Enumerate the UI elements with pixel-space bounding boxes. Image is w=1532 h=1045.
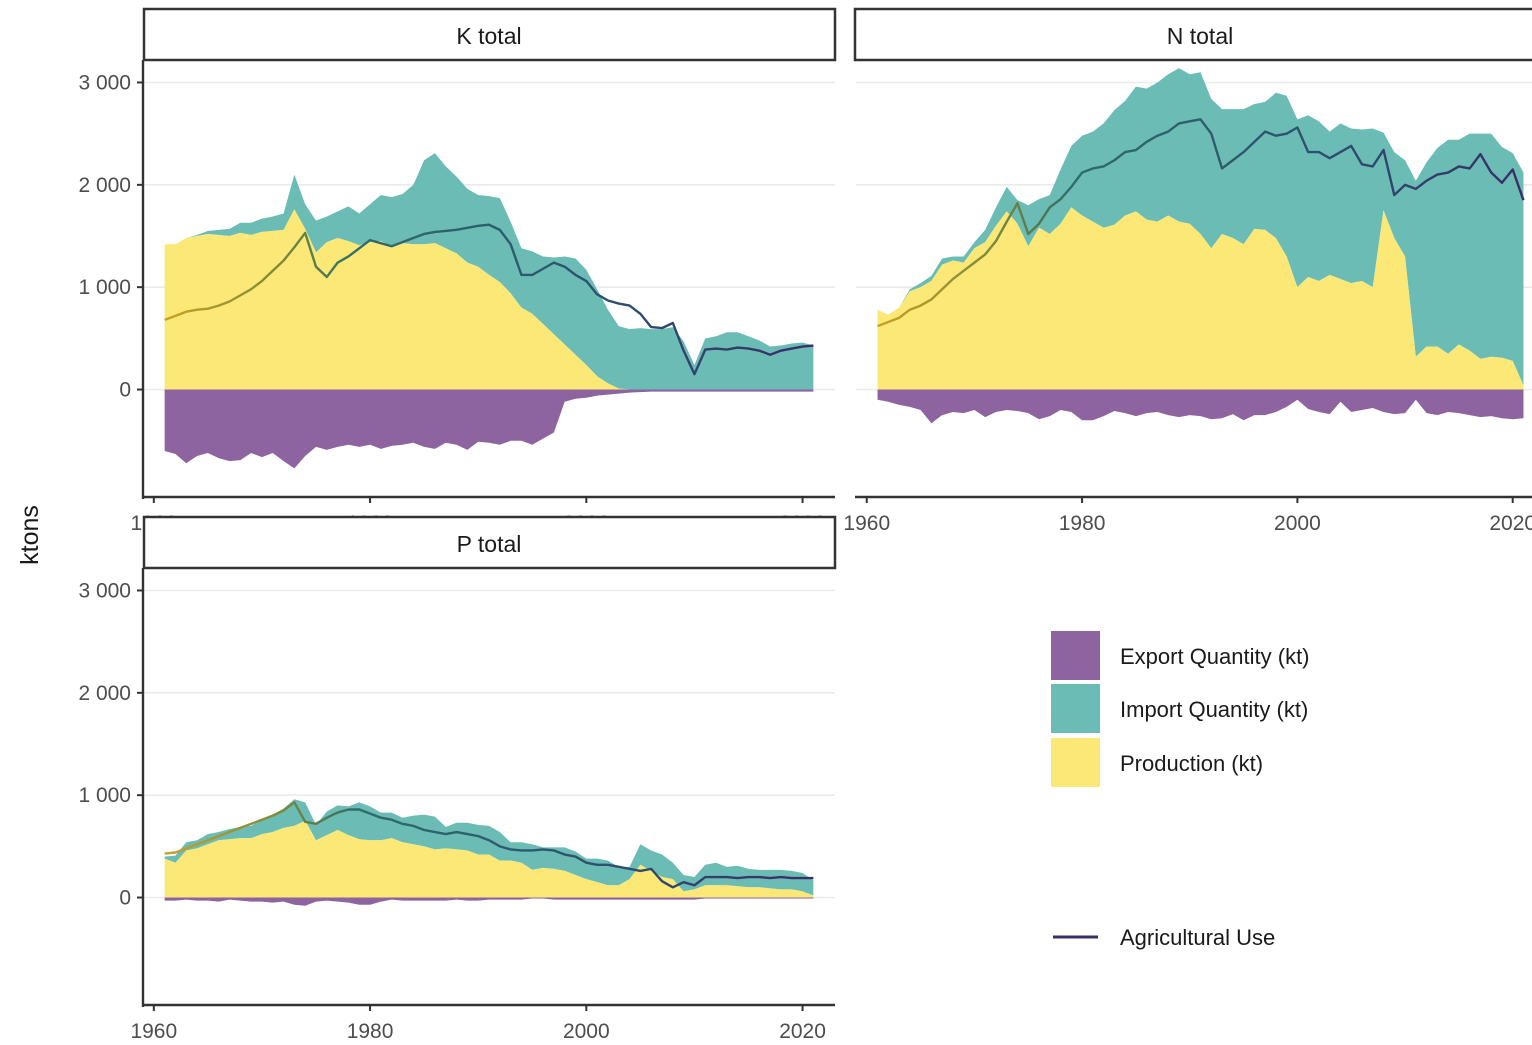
strip-label-k-total: K total [456,23,521,49]
strip-p-total: P total [142,515,837,570]
area-exports-p-total [164,897,814,906]
area-imports-k-total [164,153,814,390]
area-imports-n-total [877,68,1524,386]
legend-swatch-production [1051,738,1100,787]
y-tick-label-p-total: 0 [119,887,131,910]
strip-n-total: N total [853,7,1532,62]
panel-p-total: P total 0 1 000 2 000 3 000 1960 1980 2000 2020 [78,515,837,1043]
line-agricultural-use-n-total [877,118,1525,328]
line-agricultural-use-p-total [164,801,814,889]
x-tick-label-p-total: 2000 [563,1020,610,1043]
legend-label-import: Import Quantity (kt) [1120,697,1308,722]
x-tick-label-n-total: 1980 [1059,512,1106,535]
area-production-p-total [164,820,814,898]
legend-swatch-export [1051,631,1100,680]
strip-label-n-total: N total [1167,23,1233,49]
legend-label-export: Export Quantity (kt) [1120,644,1310,669]
y-tick-label-p-total: 1 000 [78,784,131,807]
x-tick-label-p-total: 2020 [779,1020,826,1043]
y-tick-label-p-total: 3 000 [78,579,131,602]
y-tick-label-p-total: 2 000 [78,682,131,705]
area-production-n-total [877,207,1524,390]
legend-label-agricultural-use: Agricultural Use [1120,925,1275,950]
strip-label-p-total: P total [457,531,522,557]
y-tick-label-k-total: 0 [119,379,131,402]
x-tick-label-n-total: 1960 [843,512,890,535]
x-tick-label-n-total: 2020 [1489,512,1532,535]
x-tick-label-p-total: 1960 [130,1020,177,1043]
legend-swatch-import [1051,684,1100,733]
y-tick-label-k-total: 1 000 [78,276,131,299]
x-tick-label-p-total: 1980 [347,1020,394,1043]
legend: Export Quantity (kt) Import Quantity (kt… [1051,631,1310,950]
area-imports-p-total [164,799,814,896]
line-agricultural-use-k-total [164,223,814,376]
x-tick-label-n-total: 2000 [1274,512,1321,535]
area-exports-k-total [164,389,814,469]
panel-n-total: N total 1960 1980 2000 2020 [843,7,1532,535]
strip-k-total: K total [142,7,837,62]
y-axis-title: ktons [16,505,44,565]
area-exports-n-total [877,389,1524,424]
y-tick-label-k-total: 2 000 [78,174,131,197]
y-tick-label-k-total: 3 000 [78,71,131,94]
area-production-k-total [164,209,814,390]
legend-label-production: Production (kt) [1120,751,1263,776]
